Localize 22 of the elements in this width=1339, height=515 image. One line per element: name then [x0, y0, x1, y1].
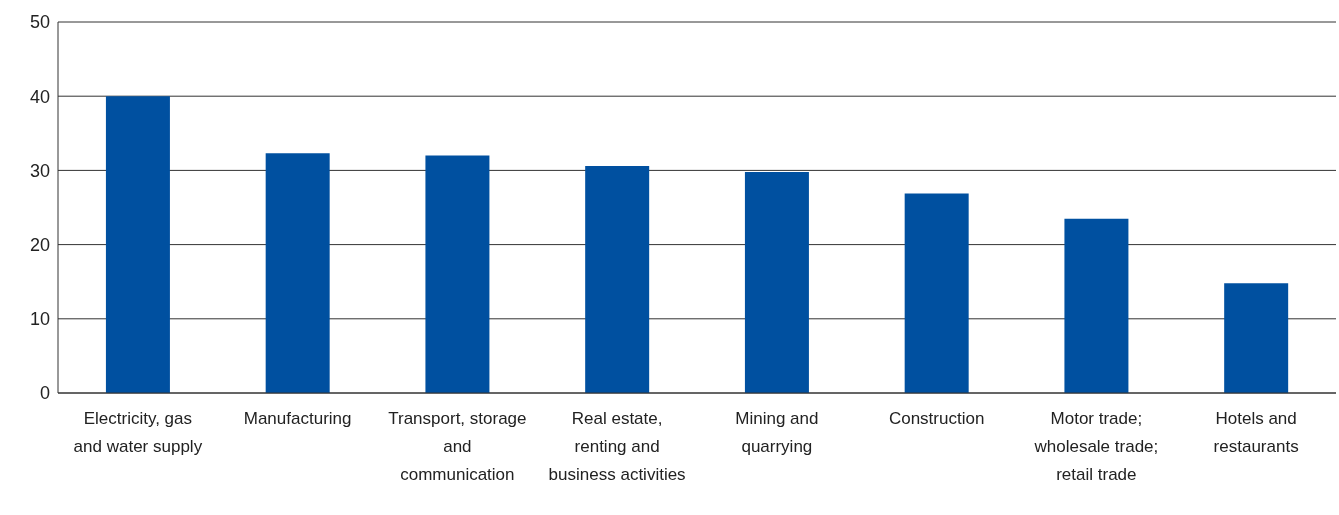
y-tick-label: 0 — [39, 383, 50, 404]
x-tick-label: Construction — [888, 409, 985, 429]
x-tick-label: Electricity, gas and water supply — [73, 409, 203, 457]
y-tick-label: 50 — [29, 12, 50, 33]
x-tick-label: Manufacturing — [243, 409, 352, 429]
x-tick-label: Real estate, renting and business activities — [548, 409, 686, 485]
y-tick-label: 40 — [29, 86, 50, 107]
x-tick-label: Transport, storage and communication — [388, 409, 527, 485]
x-tick-label: Mining and quarrying — [735, 409, 819, 457]
bar — [904, 193, 969, 393]
y-tick-label: 30 — [29, 160, 50, 181]
bar — [744, 171, 809, 393]
bar — [1064, 218, 1129, 393]
y-tick-label: 20 — [29, 234, 50, 255]
bar — [1224, 283, 1289, 393]
x-tick-label: Motor trade; wholesale trade; retail trade — [1033, 409, 1159, 485]
bar — [105, 96, 170, 393]
y-tick-label: 10 — [29, 309, 50, 330]
bar — [265, 153, 330, 393]
bar — [425, 155, 490, 393]
x-tick-label: Hotels and restaurants — [1213, 409, 1299, 457]
bar — [585, 165, 650, 393]
